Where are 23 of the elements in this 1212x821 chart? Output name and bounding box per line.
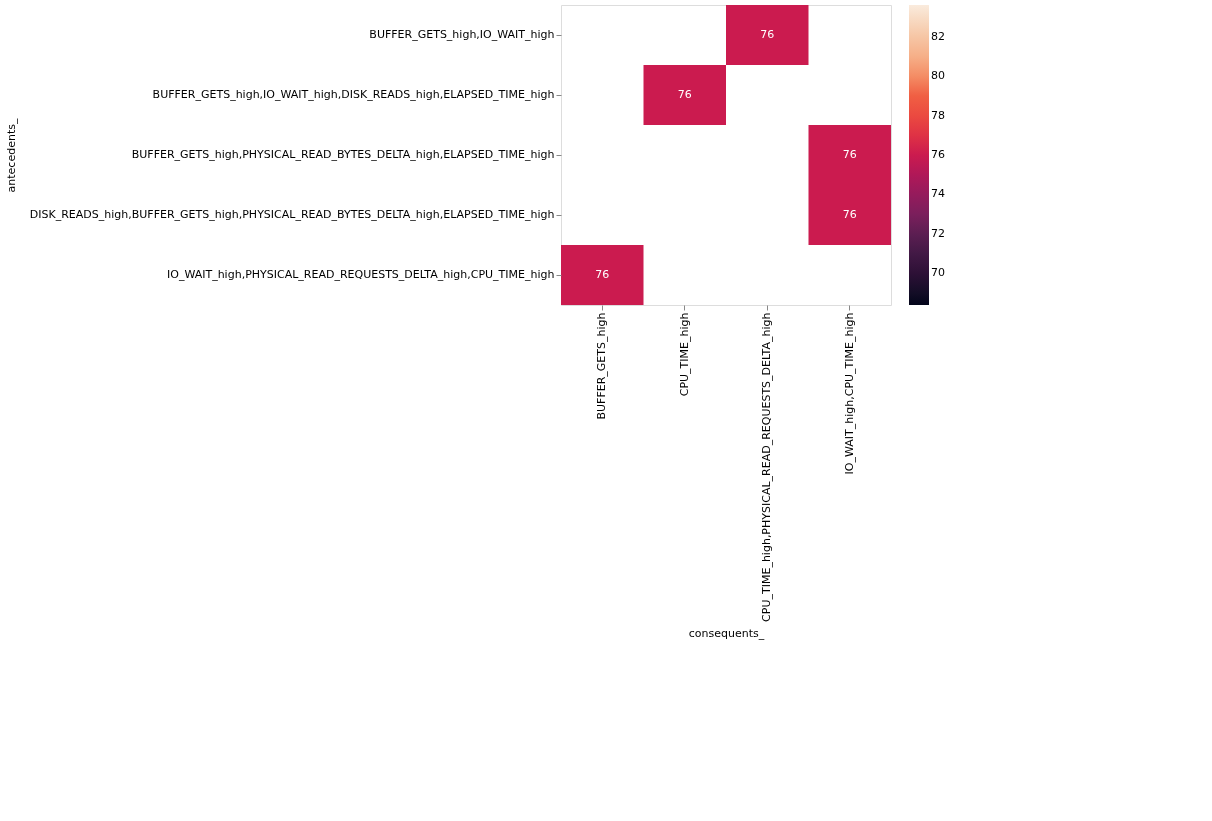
x-tick-label: IO_WAIT_high,CPU_TIME_high: [842, 312, 856, 475]
data-label: 76: [677, 88, 692, 101]
data-label: 76: [595, 268, 610, 281]
y-axis-title: antecedents_: [4, 118, 18, 193]
color-bar-label: 82: [931, 29, 945, 43]
y-tick-label: IO_WAIT_high,PHYSICAL_READ_REQUESTS_DELTA_high,CPU_TIME_high: [166, 268, 555, 281]
data-label: 76: [842, 148, 857, 161]
x-tick-label: CPU_TIME_high,PHYSICAL_READ_REQUESTS_DELTA_high: [760, 312, 774, 622]
color-bar-label: 78: [931, 108, 945, 122]
y-tick-label: BUFFER_GETS_high,IO_WAIT_high: [369, 28, 555, 41]
color-bar-label: 80: [931, 69, 945, 83]
y-tick-label: BUFFER_GETS_high,IO_WAIT_high,DISK_READS_high,ELAPSED_TIME_high: [152, 88, 555, 101]
x-axis-title: consequents_: [688, 626, 765, 640]
x-tick-label: CPU_TIME_high: [677, 312, 691, 397]
color-bar-label: 70: [931, 266, 945, 280]
color-bar-label: 74: [931, 187, 945, 201]
y-tick-label: DISK_READS_high,BUFFER_GETS_high,PHYSICAL_READ_BYTES_DELTA_high,ELAPSED_TIME_high: [29, 208, 555, 221]
x-tick-label: BUFFER_GETS_high: [595, 312, 609, 420]
color-bar-label: 72: [931, 226, 945, 240]
data-label: 76: [842, 208, 857, 221]
y-tick-label: BUFFER_GETS_high,PHYSICAL_READ_BYTES_DELTA_high,ELAPSED_TIME_high: [131, 148, 555, 161]
data-label: 76: [760, 28, 775, 41]
color-bar-label: 76: [931, 148, 945, 161]
